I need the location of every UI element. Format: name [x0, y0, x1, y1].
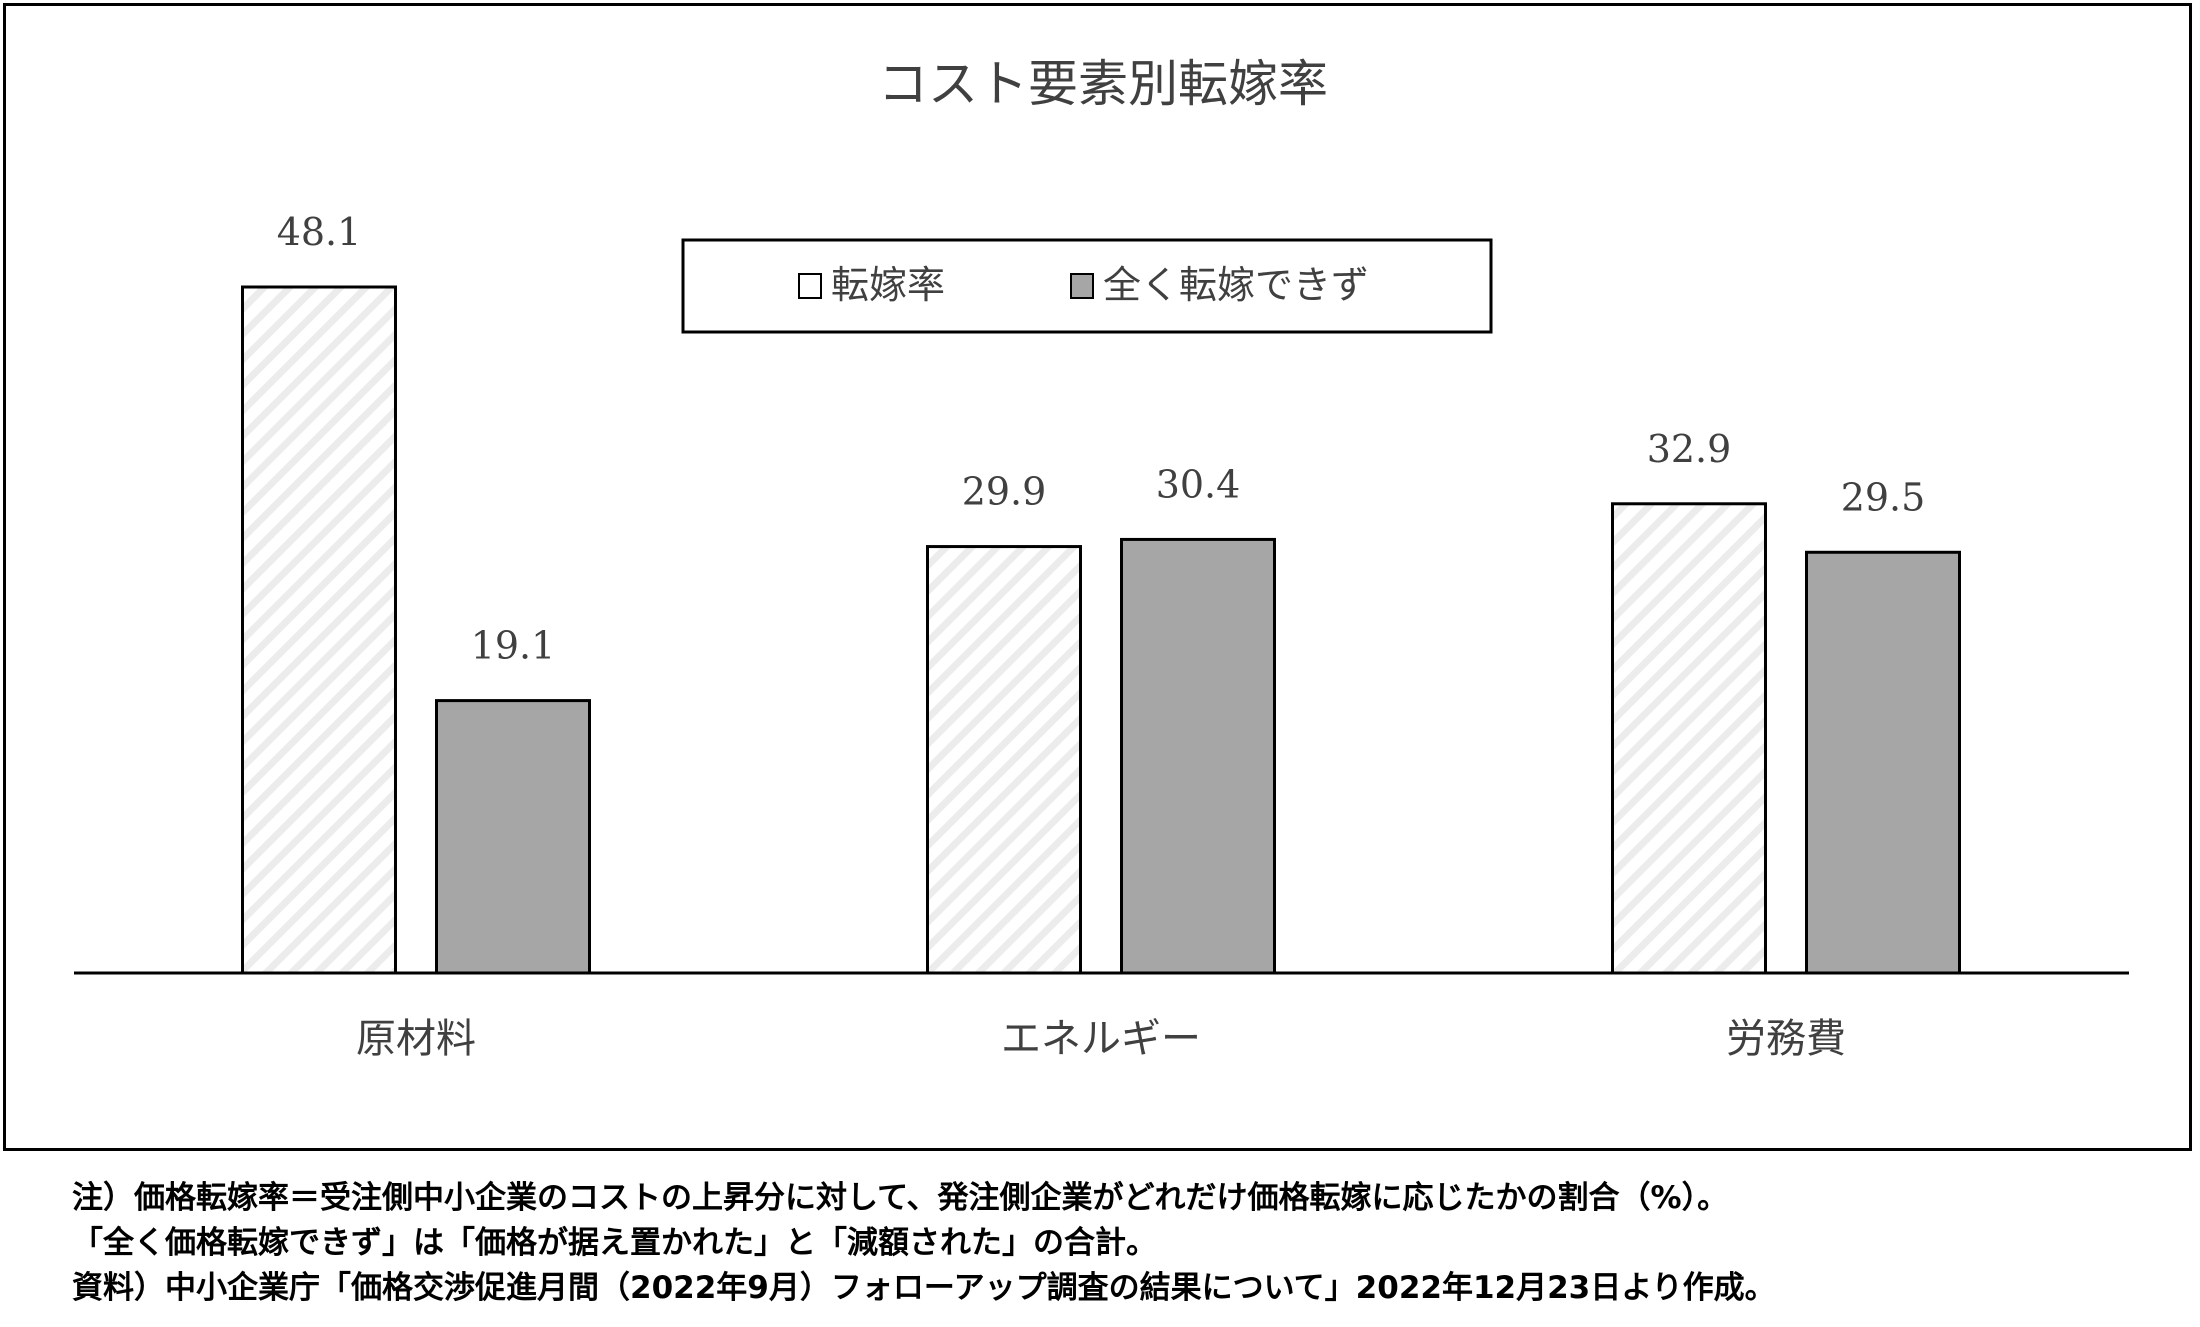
bar-no-pass-through-1: [435, 699, 591, 975]
footnotes: 注）価格転嫁率＝受注側中小企業のコストの上昇分に対して、発注側企業がどれだけ価格…: [72, 1176, 2172, 1311]
x-tick-labels: 原材料 エネルギー 労務費: [356, 1016, 1846, 1062]
data-labels-layer: 48.1 29.9 32.9 19.1 30.4 29.5: [277, 210, 1926, 668]
data-label-no-pass-through-1: 19.1: [471, 624, 556, 668]
note-source: 資料）中小企業庁「価格交渉促進月間（2022年9月）フォローアップ調査の結果につ…: [72, 1270, 1776, 1306]
x-tick-label-1: 原材料: [356, 1016, 476, 1062]
legend: 転嫁率 全く転嫁できず: [681, 238, 1493, 334]
data-label-no-pass-through-2: 30.4: [1156, 462, 1241, 506]
chart-title: コスト要素別転嫁率: [878, 55, 1328, 113]
bars-layer: [241, 285, 1961, 975]
data-label-pass-through-1: 48.1: [277, 210, 362, 254]
x-tick-label-3: 労務費: [1726, 1016, 1846, 1062]
legend-label-pass-through: 転嫁率: [831, 263, 945, 307]
data-label-pass-through-3: 32.9: [1647, 427, 1732, 471]
chart-frame: コスト要素別転嫁率 48.1 29.9 32.9 19.1 30.4 29.5 原材料 エネ…: [3, 3, 2192, 1151]
bar-pass-through-1: [241, 285, 397, 975]
data-label-pass-through-2: 29.9: [962, 470, 1047, 514]
note-no-pass-through: 「全く価格転嫁できず」は「価格が据え置かれた」と「減額された」の合計。: [72, 1225, 1157, 1261]
bar-no-pass-through-2: [1120, 537, 1276, 975]
note-definition: 注）価格転嫁率＝受注側中小企業のコストの上昇分に対して、発注側企業がどれだけ価格…: [72, 1180, 1729, 1216]
legend-swatch-no-pass-through: [1070, 273, 1094, 299]
bar-chart: コスト要素別転嫁率 48.1 29.9 32.9 19.1 30.4 29.5 原材料 エネ…: [74, 55, 2129, 1062]
bar-pass-through-2: [926, 545, 1082, 975]
legend-swatch-pass-through: [798, 273, 822, 299]
data-label-no-pass-through-3: 29.5: [1841, 475, 1926, 519]
legend-label-no-pass-through: 全く転嫁できず: [1103, 263, 1369, 307]
bar-no-pass-through-3: [1805, 550, 1961, 975]
bar-pass-through-3: [1611, 502, 1767, 975]
x-tick-label-2: エネルギー: [1001, 1016, 1201, 1062]
